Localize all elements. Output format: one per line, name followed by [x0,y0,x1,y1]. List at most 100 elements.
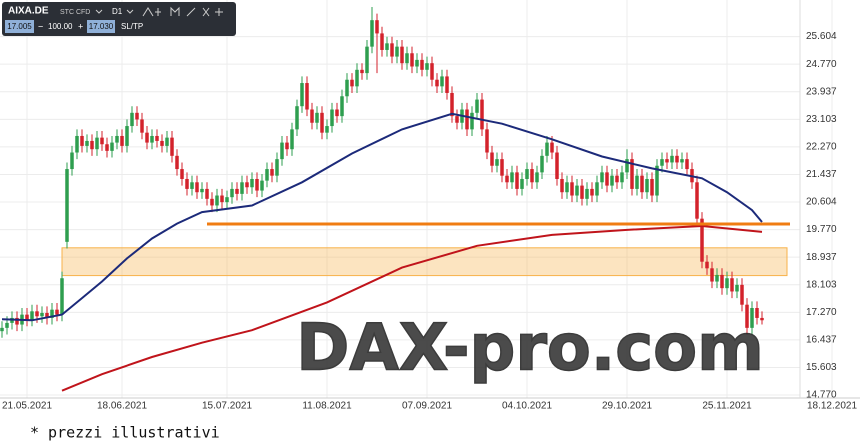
candle-body [320,112,324,133]
candle-body [615,175,619,183]
watermark: DAX-pro.com [296,312,764,386]
candle-body [350,79,354,87]
candle-body [145,132,149,143]
candle-body [600,172,604,183]
candle-body [510,172,514,183]
candle-body [630,159,634,189]
candle-body [450,92,454,117]
candle-body [40,312,44,317]
y-tick-label: 22.270 [806,142,837,153]
candle-body [620,172,624,183]
candle-body [610,175,614,186]
candle-body [175,155,179,170]
y-tick-label: 18.937 [806,252,837,263]
candle-body [665,159,669,163]
candle-body [695,182,699,219]
candle-body [125,126,129,146]
candle-body [440,76,444,87]
candle-body [95,137,99,150]
candle-body [625,159,629,173]
candle-body [420,59,424,70]
y-tick-label: 23.937 [806,86,837,97]
candle-body [245,182,249,188]
minus-button[interactable]: − [38,21,43,31]
candle-body [50,309,54,318]
candle-body [285,142,289,150]
candle-body [160,140,164,146]
candle-body [250,178,254,188]
candle-body [660,159,664,166]
candle-body [560,178,564,193]
candle-body [605,172,609,186]
candle-body [590,188,594,196]
toolbar: AIXA.DE STC CFD D1 17.005 − 100.00 + 17.… [2,2,236,36]
dropdown-icon[interactable] [95,9,103,14]
plot-area [0,0,800,398]
candle-body [380,33,384,50]
candle-body [515,172,519,189]
candle-body [565,182,569,193]
candle-body [120,135,124,146]
candle-body [370,20,374,47]
candle-body [740,284,744,305]
candle-body [405,53,409,64]
candle-body [730,278,734,292]
candle-body [535,172,539,183]
candle-body [720,274,724,289]
candle-body [570,182,574,196]
candle-body [760,317,764,321]
candle-body [710,268,714,282]
y-tick-label: 20.604 [806,197,837,208]
candle-body [725,278,729,289]
candle-body [750,308,754,328]
x-tick-label: 04.10.2021 [502,401,552,412]
candle-body [470,112,474,130]
sl-tp[interactable]: SL/TP [121,22,143,31]
candle-body [360,69,364,74]
candle-body [230,188,234,198]
candle-body [280,142,284,160]
timeframe[interactable]: D1 [112,7,123,16]
candle-body [300,83,304,107]
tool-icons[interactable] [142,6,223,17]
candle-body [345,79,349,97]
candle-body [15,317,19,325]
candle-body [45,312,49,318]
candle-body [90,140,94,150]
candle-body [675,155,679,163]
bid-box[interactable] [5,20,34,33]
candle-body [650,178,654,196]
bid-price[interactable]: 17.005 [7,22,32,31]
symbol[interactable]: AIXA.DE [8,6,49,17]
y-tick-label: 23.103 [806,114,837,125]
candle-body [335,109,339,117]
candle-body [80,135,84,146]
ask-box[interactable] [87,20,115,33]
candle-body [540,155,544,173]
dropdown-icon[interactable] [126,9,134,14]
candle-body [170,137,174,156]
x-tick-label: 11.08.2021 [302,401,352,412]
candle-body [705,261,709,269]
ask-price[interactable]: 17.030 [89,22,114,31]
candle-body [700,218,704,262]
candle-body [525,169,529,179]
candle-body [65,169,69,242]
candle-body [315,112,319,123]
candle-body [430,63,434,80]
candle-body [755,308,759,318]
candle-body [745,304,749,328]
candle-body [190,182,194,189]
volume[interactable]: 100.00 [48,22,73,31]
plus-button[interactable]: + [78,21,83,31]
candle-body [255,178,259,191]
y-tick-label: 24.770 [806,59,837,70]
candle-body [265,169,269,181]
x-tick-label: 18.06.2021 [97,401,147,412]
candle-body [575,185,579,196]
candle-body [680,159,684,163]
candle-body [0,327,4,332]
candle-body [355,69,359,87]
candle-body [465,109,469,130]
